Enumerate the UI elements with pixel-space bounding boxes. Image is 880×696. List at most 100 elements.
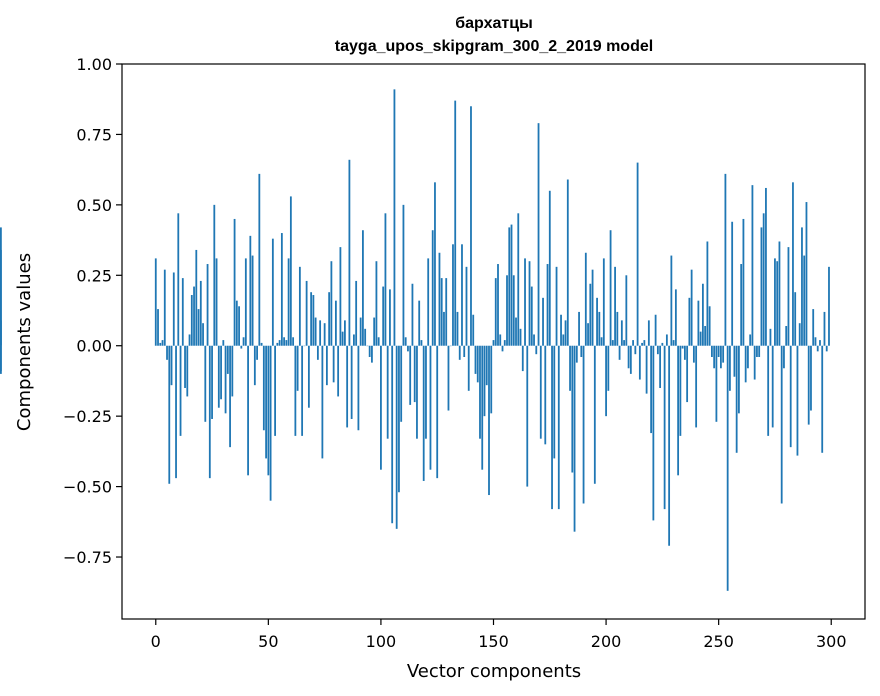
bar [620, 320, 623, 346]
bar [672, 340, 675, 346]
bar [166, 345, 168, 360]
bar [686, 345, 689, 403]
bar [807, 345, 810, 425]
bar [647, 320, 650, 346]
bar [371, 345, 373, 363]
bar [683, 345, 686, 360]
bar [571, 345, 574, 473]
bar [701, 283, 704, 346]
bar [634, 345, 637, 355]
bar [364, 328, 367, 346]
bar [294, 345, 297, 436]
bar [573, 345, 576, 532]
bar [546, 264, 549, 346]
bar [551, 345, 553, 510]
bar [199, 280, 202, 346]
bar [472, 314, 475, 346]
bar [337, 345, 340, 397]
bar [307, 345, 310, 408]
bar [729, 345, 731, 391]
bar [341, 331, 344, 346]
bar [292, 337, 295, 346]
bar [780, 345, 783, 504]
bar [697, 300, 700, 346]
bar [258, 173, 261, 346]
bar [271, 238, 274, 346]
bar [222, 340, 225, 346]
bar [454, 100, 457, 346]
bar [695, 345, 698, 428]
bar [179, 345, 182, 436]
bar [235, 300, 238, 346]
y-tick-label: −0.75 [63, 548, 112, 567]
bar [501, 345, 504, 352]
y-axis-label: Components values [14, 253, 35, 431]
y-tick-label: 1.00 [76, 55, 112, 74]
bar [362, 230, 364, 346]
bar [0, 227, 2, 346]
bar [479, 345, 481, 439]
bar [391, 345, 394, 524]
bar [168, 345, 171, 484]
bar [0, 345, 2, 372]
bar [463, 345, 466, 357]
bar [636, 162, 639, 346]
bar [654, 314, 657, 346]
bar [582, 345, 585, 504]
bar [774, 258, 776, 346]
bar [420, 340, 423, 346]
bar [325, 345, 328, 386]
bar [474, 345, 477, 374]
bar [402, 204, 405, 346]
bar [339, 247, 342, 346]
bar [517, 213, 520, 346]
bar [172, 272, 175, 346]
bar [598, 311, 601, 346]
bar [253, 345, 256, 386]
bar [823, 311, 826, 346]
bar [503, 340, 506, 346]
bar [429, 345, 432, 470]
bar [769, 328, 772, 346]
bars [0, 89, 830, 591]
bar [792, 182, 794, 346]
bar [499, 334, 502, 346]
bar [609, 230, 612, 346]
x-tick-label: 100 [366, 632, 397, 651]
bar [711, 345, 713, 357]
bar [416, 345, 418, 439]
bar [801, 227, 803, 346]
bar [208, 345, 211, 479]
bar [287, 258, 290, 346]
bar [238, 306, 240, 346]
bar [578, 311, 580, 346]
bar [411, 283, 414, 346]
bar [217, 345, 220, 408]
bar [163, 269, 166, 346]
bar [289, 196, 292, 346]
bar [645, 345, 648, 394]
bar [348, 159, 351, 346]
bar [656, 345, 659, 355]
bar [422, 345, 425, 481]
bar [497, 264, 499, 346]
bar [310, 292, 313, 346]
bar [521, 345, 524, 372]
bar [783, 345, 785, 369]
bar [431, 230, 434, 346]
bar [251, 255, 254, 346]
bar [280, 233, 283, 346]
bar [679, 345, 682, 436]
bar [206, 264, 209, 346]
bar [175, 345, 177, 479]
bar [375, 261, 378, 346]
bar [242, 337, 245, 346]
bar [316, 345, 319, 360]
bar [186, 345, 189, 397]
bar [409, 345, 412, 405]
bar [229, 345, 231, 448]
bar [247, 345, 249, 476]
bar [674, 289, 677, 346]
bar [796, 345, 799, 456]
